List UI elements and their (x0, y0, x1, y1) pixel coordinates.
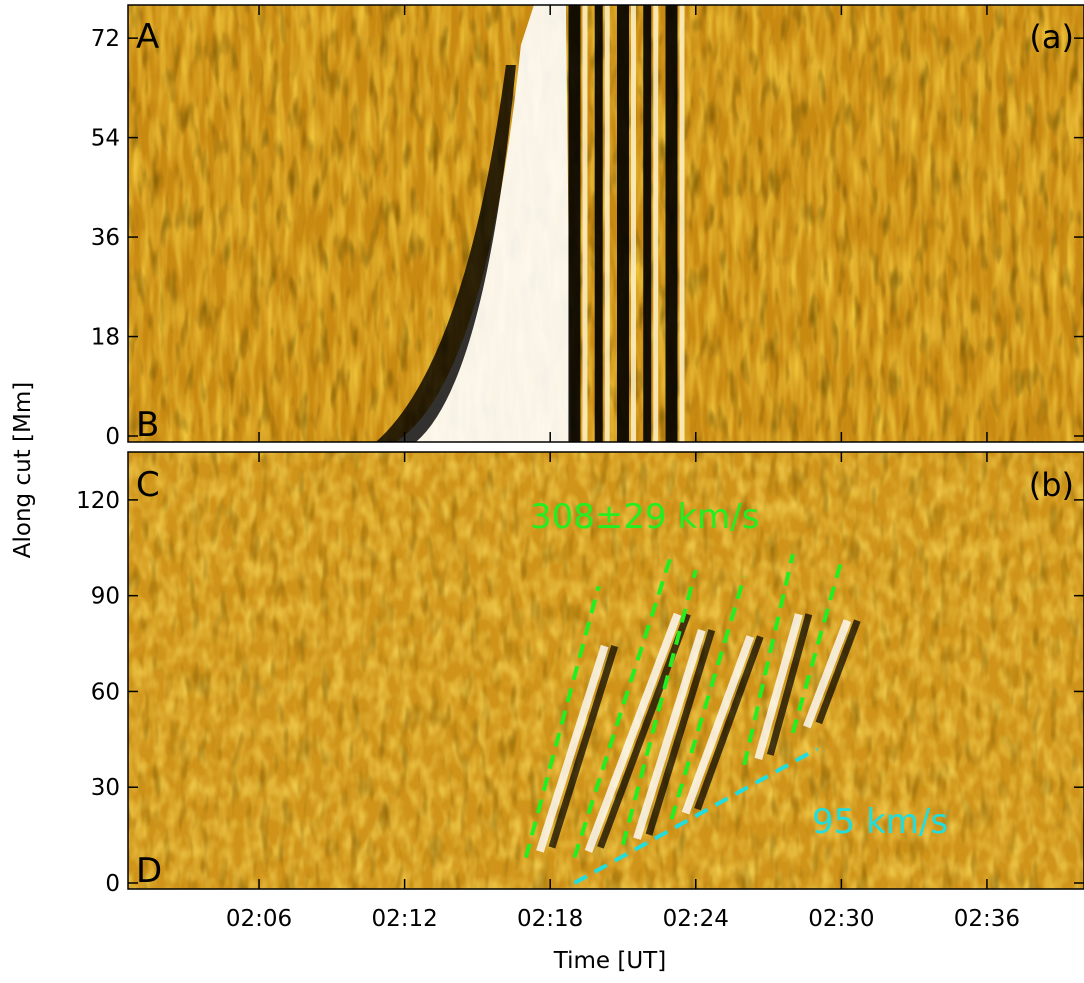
dark-precursor (375, 65, 516, 442)
y-tick-label: 0 (105, 871, 120, 897)
y-axis-title: Along cut [Mm] (10, 382, 36, 558)
panel-b-features (523, 553, 861, 885)
bright-stripe (679, 5, 685, 442)
bright-stripe (604, 5, 610, 442)
y-tick-label: 0 (105, 424, 120, 450)
slow-front-line (573, 747, 819, 885)
panel-b: 0 30 60 90 120 C D (b) 308±29 km/s 95 km/s (76, 451, 1084, 897)
panel-a: 0 18 36 54 72 A B (a) (91, 4, 1084, 450)
y-tick-label: 18 (91, 325, 120, 351)
annotation-fast-speed: 308±29 km/s (530, 497, 759, 537)
bright-streak (681, 635, 755, 815)
y-tick-label: 90 (91, 584, 120, 610)
panel-a-frame (127, 4, 1084, 443)
y-tick-label: 36 (91, 225, 120, 251)
fast-front-line (621, 569, 698, 846)
dark-stripe (665, 5, 678, 442)
dark-streak (766, 613, 813, 756)
corner-label-b-top: C (136, 465, 160, 505)
bright-front (395, 5, 571, 442)
y-tick-label: 30 (91, 775, 120, 801)
dark-streak (597, 612, 691, 849)
annotation-slow-speed: 95 km/s (812, 802, 948, 842)
panel-a-features (375, 5, 685, 442)
x-axis: 02:06 02:12 02:18 02:24 02:30 02:36 (226, 906, 1020, 932)
corner-label-b-bottom: D (136, 851, 162, 891)
panel-b-frame (127, 451, 1084, 890)
dark-stripe (616, 5, 629, 442)
dark-stripe (594, 5, 603, 442)
dark-stripe (643, 5, 652, 442)
bright-stripe (630, 5, 636, 442)
y-tick-label: 60 (91, 679, 120, 705)
bright-streak (584, 612, 682, 853)
corner-label-a-bottom: B (136, 405, 159, 445)
fast-front-line (572, 553, 674, 859)
bright-stripe (653, 5, 659, 442)
x-tick-label: 02:12 (371, 906, 437, 932)
dark-streak (645, 629, 716, 836)
panel-a-y-axis: 0 18 36 54 72 (91, 5, 1084, 450)
bright-stripe (582, 5, 588, 442)
x-tick-label: 02:24 (663, 906, 729, 932)
fast-front-line (669, 575, 747, 820)
bright-streak (803, 619, 852, 729)
y-tick-label: 72 (91, 26, 120, 52)
y-tick-label: 120 (76, 488, 120, 514)
x-tick-label: 02:06 (226, 906, 292, 932)
dark-stripe (568, 5, 581, 442)
x-axis-title: Time [UT] (553, 948, 666, 974)
dark-streak (548, 645, 619, 849)
fast-front-line (742, 553, 795, 766)
dark-streak (815, 619, 861, 725)
x-tick-label: 02:36 (954, 906, 1020, 932)
panel-label-b: (b) (1029, 466, 1074, 504)
fast-front-line (790, 560, 844, 734)
corner-label-a-top: A (136, 17, 159, 57)
panel-b-y-axis: 0 30 60 90 120 (76, 452, 1084, 897)
bright-streak (754, 613, 803, 760)
y-tick-label: 54 (91, 126, 120, 152)
x-tick-label: 02:30 (808, 906, 874, 932)
bright-streak (633, 628, 706, 840)
x-tick-label: 02:18 (517, 906, 583, 932)
panel-label-a: (a) (1029, 18, 1074, 56)
dark-streak (694, 635, 764, 811)
fast-front-line (523, 585, 601, 858)
bright-streak (536, 644, 609, 853)
